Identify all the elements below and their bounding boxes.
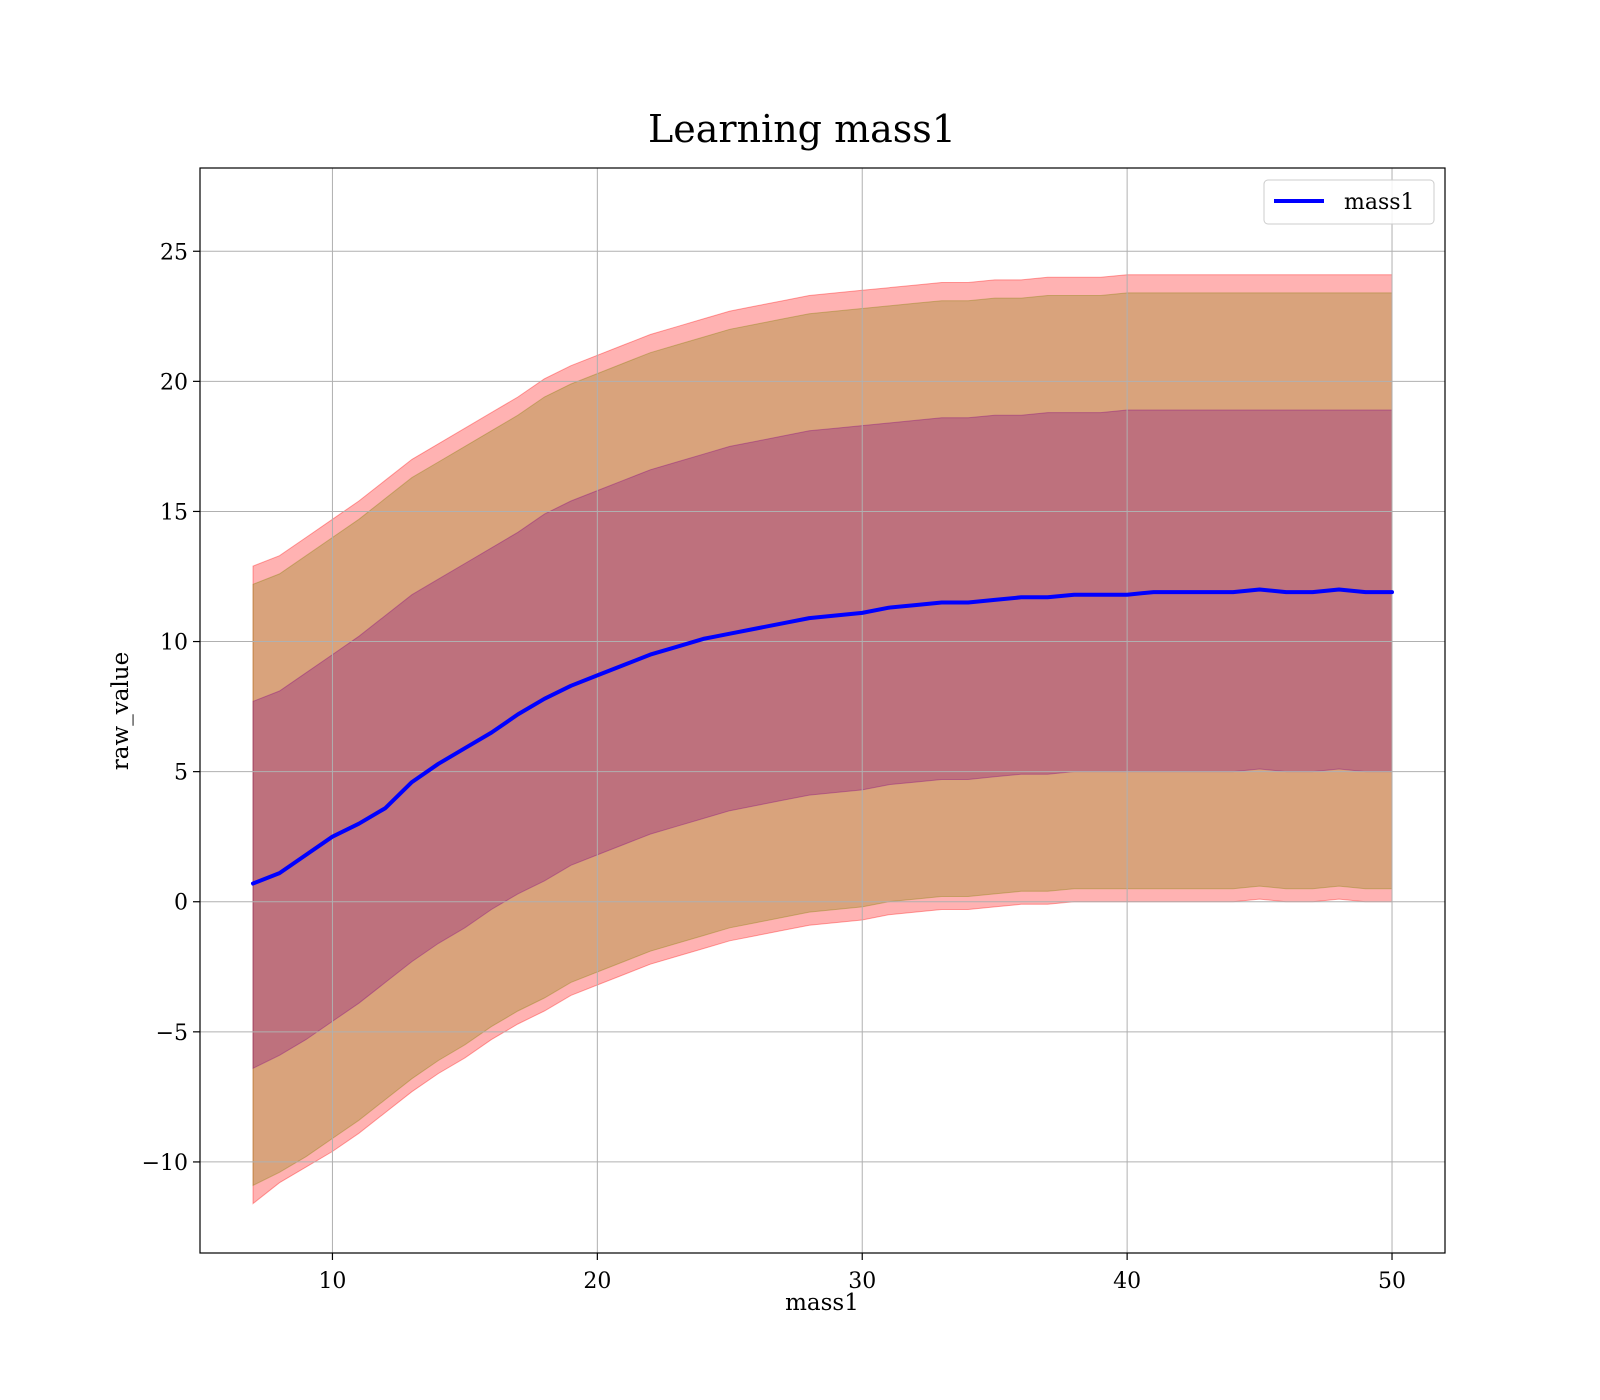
grid-layer (200, 168, 1445, 1253)
y-tick-label--5: −5 (156, 1021, 188, 1046)
x-tick-label-20: 20 (583, 1269, 611, 1294)
x-tick-label-50: 50 (1378, 1269, 1406, 1294)
x-axis-label: mass1 (785, 1290, 859, 1316)
y-tick-label-15: 15 (160, 500, 188, 525)
legend-box (1263, 179, 1435, 225)
chart-title: Learning mass1 (648, 107, 956, 151)
legend-label-mass1: mass1 (1344, 190, 1415, 215)
y-tick-label-20: 20 (160, 370, 188, 395)
y-tick-label-5: 5 (174, 761, 188, 786)
y-tick-label-25: 25 (160, 240, 188, 265)
x-tick-label-10: 10 (318, 1269, 346, 1294)
line-layer (251, 587, 1394, 886)
series-line-mass1 (251, 587, 1394, 886)
plot-frame (199, 167, 1446, 1254)
y-tick-label-10: 10 (160, 631, 188, 656)
y-axis-label: raw_value (108, 652, 134, 770)
ticks-layer: 10 20 30 40 50 −10 −5 0 5 10 15 20 25 (142, 240, 1406, 1294)
y-tick-label-0: 0 (174, 891, 188, 916)
x-tick-label-30: 30 (848, 1269, 876, 1294)
legend: mass1 (1263, 179, 1435, 225)
x-tick-label-40: 40 (1113, 1269, 1141, 1294)
y-tick-label--10: −10 (142, 1151, 188, 1176)
bands-layer (252, 274, 1393, 1205)
